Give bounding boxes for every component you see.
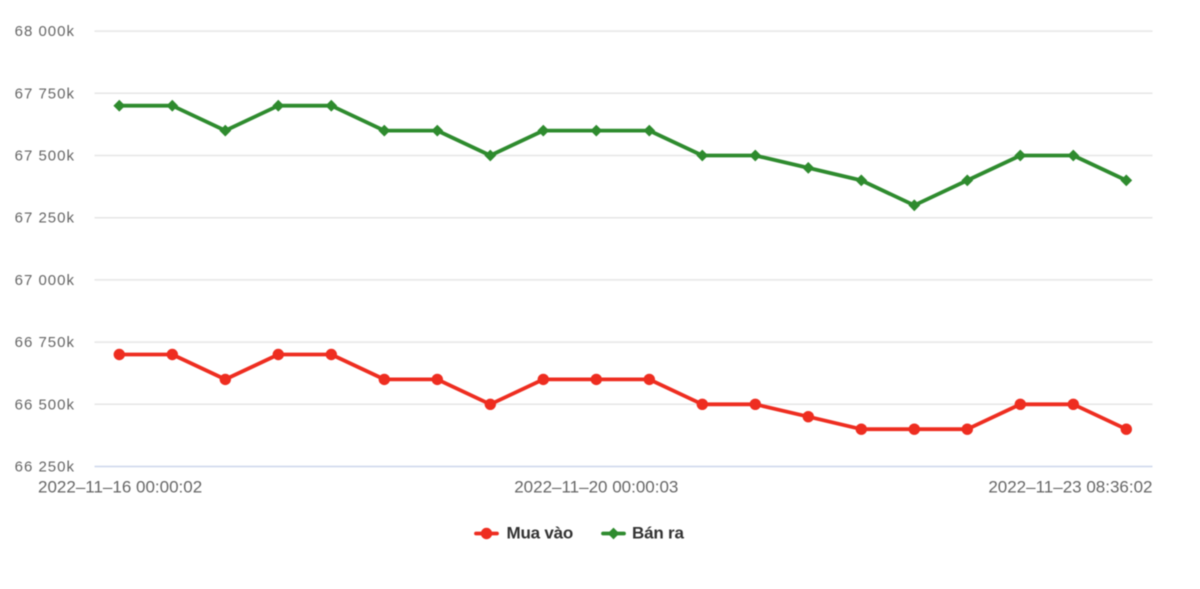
svg-text:66 250k: 66 250k — [15, 459, 75, 476]
svg-text:Mua vào: Mua vào — [507, 523, 574, 542]
svg-text:68 000k: 68 000k — [15, 23, 75, 40]
svg-text:Bán ra: Bán ra — [632, 523, 684, 542]
svg-text:67 500k: 67 500k — [15, 148, 75, 165]
svg-text:66 500k: 66 500k — [15, 396, 75, 413]
svg-text:2022–11–16 00:00:02: 2022–11–16 00:00:02 — [38, 477, 202, 496]
svg-text:67 750k: 67 750k — [15, 85, 75, 102]
svg-text:66 750k: 66 750k — [15, 334, 75, 351]
svg-text:2022–11–23 08:36:02: 2022–11–23 08:36:02 — [988, 477, 1152, 496]
svg-text:2022–11–20 00:00:03: 2022–11–20 00:00:03 — [514, 477, 678, 496]
svg-text:67 250k: 67 250k — [15, 210, 75, 227]
svg-text:67 000k: 67 000k — [15, 272, 75, 289]
